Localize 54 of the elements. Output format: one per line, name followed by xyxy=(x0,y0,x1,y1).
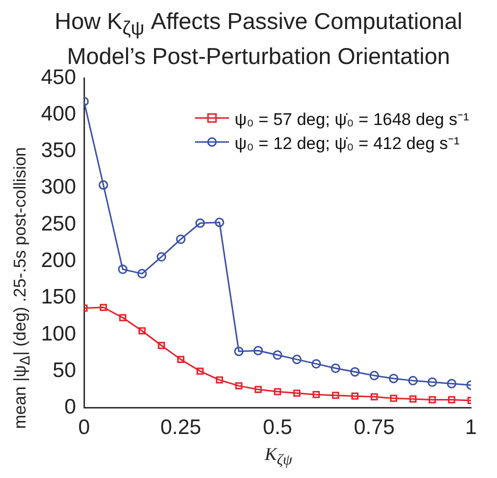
x-tick-label: 0.75 xyxy=(354,416,395,440)
point xyxy=(408,376,418,386)
point xyxy=(370,393,378,400)
point xyxy=(428,396,436,404)
point xyxy=(100,304,107,311)
point xyxy=(156,252,166,262)
point xyxy=(312,391,320,398)
point xyxy=(177,356,184,364)
x-axis-title: K$_{ζψ}$ xyxy=(264,444,294,470)
point xyxy=(330,363,340,373)
y-tick-label: 150 xyxy=(40,286,76,309)
point xyxy=(311,359,321,369)
point xyxy=(446,378,456,388)
point xyxy=(119,314,126,322)
point xyxy=(428,377,438,387)
point xyxy=(253,346,263,356)
legend-label: ψ₀ = 57 deg; ψ̇₀ = 1648 deg s⁻¹ xyxy=(234,108,469,130)
y-tick-label: 300 xyxy=(40,176,76,199)
point xyxy=(293,390,300,397)
x-tick-label: 1 xyxy=(465,416,477,440)
y-tick-label: 100 xyxy=(40,322,76,346)
point xyxy=(195,218,205,228)
point xyxy=(390,394,398,402)
point xyxy=(216,376,224,384)
legend-label: ψ₀ = 12 deg; ψ̇₀ = 412 deg s⁻¹ xyxy=(234,132,460,154)
point xyxy=(274,388,282,396)
point xyxy=(409,395,417,403)
point xyxy=(332,392,340,399)
point xyxy=(388,374,398,384)
point xyxy=(214,218,224,228)
point xyxy=(272,350,282,360)
y-tick-label: 350 xyxy=(40,139,76,162)
y-tick-label: 0 xyxy=(64,396,76,419)
x-tick-label: 0.5 xyxy=(262,416,292,440)
point xyxy=(235,382,242,390)
point xyxy=(158,342,166,350)
point xyxy=(448,396,456,404)
point xyxy=(350,367,360,377)
point xyxy=(176,234,186,244)
point xyxy=(196,368,204,375)
y-tick-label: 250 xyxy=(40,212,76,236)
x-tick-label: 0.25 xyxy=(160,416,202,440)
point xyxy=(254,386,262,394)
y-tick-label: 400 xyxy=(40,102,76,126)
point xyxy=(234,346,244,356)
point xyxy=(138,327,146,334)
point xyxy=(98,180,108,190)
y-tick-label: 50 xyxy=(52,358,76,382)
point xyxy=(370,370,380,380)
y-tick-label: 200 xyxy=(40,249,76,272)
point xyxy=(351,392,358,400)
point xyxy=(137,268,147,278)
point xyxy=(118,264,128,274)
point xyxy=(292,354,302,364)
